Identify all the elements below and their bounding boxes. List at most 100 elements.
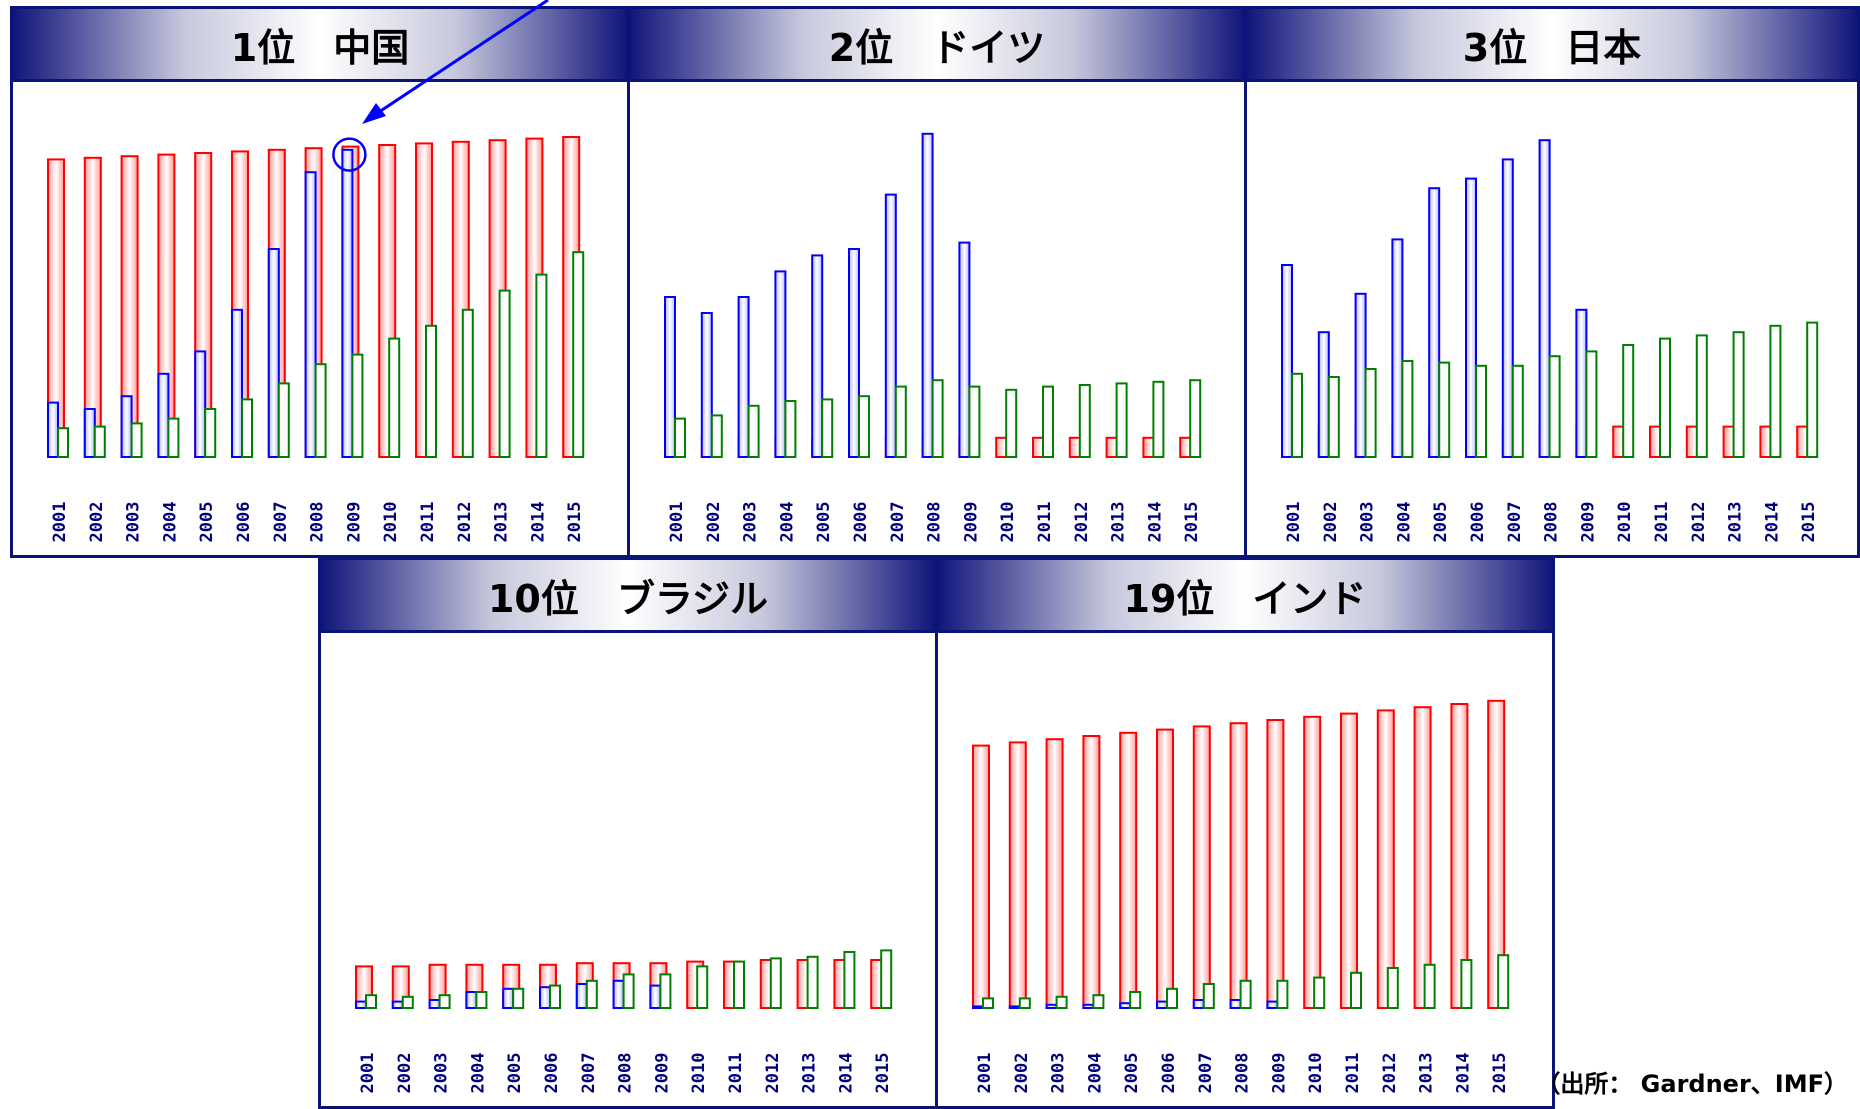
bar-red: [1229, 722, 1248, 1009]
x-tick-label: 2006: [234, 502, 254, 543]
bar-blue: [267, 248, 280, 458]
x-tick-label: 2006: [1159, 1053, 1179, 1094]
bar-green: [475, 991, 488, 1009]
x-tick-label: 2005: [1431, 502, 1451, 543]
bar-green: [388, 337, 401, 459]
x-tick-label: 2008: [1233, 1053, 1253, 1094]
x-tick-label: 2013: [800, 1053, 820, 1094]
bar-green: [1276, 979, 1289, 1009]
x-tick-label: 2005: [814, 502, 834, 543]
x-tick-label: 2003: [741, 502, 761, 543]
x-tick-label: 2003: [1358, 502, 1378, 543]
bar-green: [1129, 991, 1142, 1009]
bar-green: [535, 273, 548, 458]
bar-blue: [1575, 308, 1588, 458]
bar-green: [843, 951, 856, 1009]
x-tick-label: 2015: [1182, 502, 1202, 543]
x-tick-label: 2014: [1453, 1053, 1473, 1094]
bar-green: [1350, 971, 1362, 1009]
x-tick-label: 2001: [1284, 502, 1304, 543]
x-tick-label: 2003: [124, 502, 144, 543]
x-tick-label: 2011: [726, 1053, 746, 1094]
bar-green: [1460, 959, 1473, 1009]
bar-red: [1156, 728, 1174, 1009]
x-tick-label: 2013: [1417, 1053, 1437, 1094]
bar-red: [1192, 725, 1211, 1010]
x-tick-label: 2009: [1269, 1053, 1289, 1094]
bar-green: [858, 395, 870, 459]
x-tick-label: 2003: [432, 1053, 452, 1094]
x-tick-label: 2008: [616, 1053, 636, 1094]
bar-blue: [575, 983, 588, 1009]
bar-green: [572, 251, 585, 458]
bar-green: [1313, 976, 1326, 1010]
bar-green: [806, 955, 819, 1009]
x-tick-label: 2001: [358, 1053, 378, 1094]
bar-blue: [1317, 331, 1330, 458]
x-tick-label: 2006: [1468, 502, 1488, 543]
panel-header: 3位 日本: [1247, 9, 1857, 82]
x-tick-label: 2012: [1380, 1053, 1400, 1094]
bar-green: [769, 957, 782, 1009]
bar-green: [1364, 368, 1377, 458]
bar-green: [1622, 344, 1635, 458]
bar-blue: [1008, 1005, 1021, 1009]
bar-blue: [1465, 177, 1477, 458]
x-tick-label: 2011: [418, 502, 438, 543]
bar-blue: [304, 171, 317, 458]
x-tick-label: 2014: [836, 1053, 856, 1094]
bar-red: [1487, 699, 1506, 1010]
bar-blue: [428, 999, 441, 1009]
panel-title: 1位 中国: [230, 25, 410, 70]
x-tick-label: 2013: [1109, 502, 1129, 543]
bar-green: [438, 994, 451, 1010]
bar-green: [57, 427, 69, 459]
chart-panel-japan: 3位 日本 2001 2002 2003 2004 2005 2006 2007 2008 20…: [1244, 6, 1860, 558]
x-tick-label: 2009: [344, 502, 364, 543]
bar-blue: [1391, 238, 1404, 458]
x-tick-label: 2002: [87, 502, 107, 543]
x-tick-label: 2005: [1122, 1053, 1142, 1094]
bar-green: [982, 997, 994, 1009]
chart-panel-china: 1位 中国 2001 2002 2003 2004 2005 2006 2007 2008 20…: [10, 6, 630, 558]
x-tick-label: 2012: [1072, 502, 1092, 543]
chart-panel-brazil: 10位 ブラジル 2001 2002 2003 2004 2005 2006 2007 200…: [318, 557, 938, 1109]
x-tick-label: 2013: [1726, 502, 1746, 543]
x-tick-label: 2015: [565, 502, 585, 543]
x-tick-label: 2014: [1762, 502, 1782, 543]
bar-green: [1806, 321, 1819, 458]
bar-green: [241, 398, 253, 458]
x-tick-label: 2007: [1196, 1053, 1216, 1094]
x-tick-label: 2004: [1394, 502, 1414, 543]
x-tick-label: 2004: [777, 502, 797, 543]
bar-red: [972, 744, 990, 1009]
bar-green: [1152, 380, 1165, 458]
x-tick-label: 2001: [975, 1053, 995, 1094]
x-tick-label: 2002: [704, 502, 724, 543]
bar-green: [1659, 337, 1671, 459]
x-tick-label: 2004: [1085, 1053, 1105, 1094]
bar-green: [1548, 355, 1561, 459]
x-tick-label: 2009: [652, 1053, 672, 1094]
x-tick-label: 2010: [1615, 502, 1635, 543]
bar-green: [674, 417, 686, 459]
bar-blue: [1538, 139, 1551, 458]
bar-green: [1092, 994, 1105, 1010]
x-tick-label: 2012: [1689, 502, 1709, 543]
x-tick-label: 2012: [763, 1053, 783, 1094]
bar-blue: [958, 241, 971, 458]
bar-blue: [341, 148, 354, 459]
bar-green: [1327, 376, 1340, 458]
bar-blue: [774, 270, 787, 458]
x-tick-label: 2007: [271, 502, 291, 543]
source-note: （出所： Gardner、IMF）: [1536, 1070, 1848, 1098]
bar-green: [696, 965, 709, 1009]
bar-green: [784, 400, 797, 458]
x-tick-label: 2008: [308, 502, 328, 543]
bar-green: [461, 308, 474, 458]
bar-green: [968, 385, 981, 459]
x-tick-label: 2011: [1035, 502, 1055, 543]
bar-blue: [157, 372, 170, 458]
bar-green: [710, 414, 723, 458]
panel-title: 2位 ドイツ: [828, 25, 1046, 70]
